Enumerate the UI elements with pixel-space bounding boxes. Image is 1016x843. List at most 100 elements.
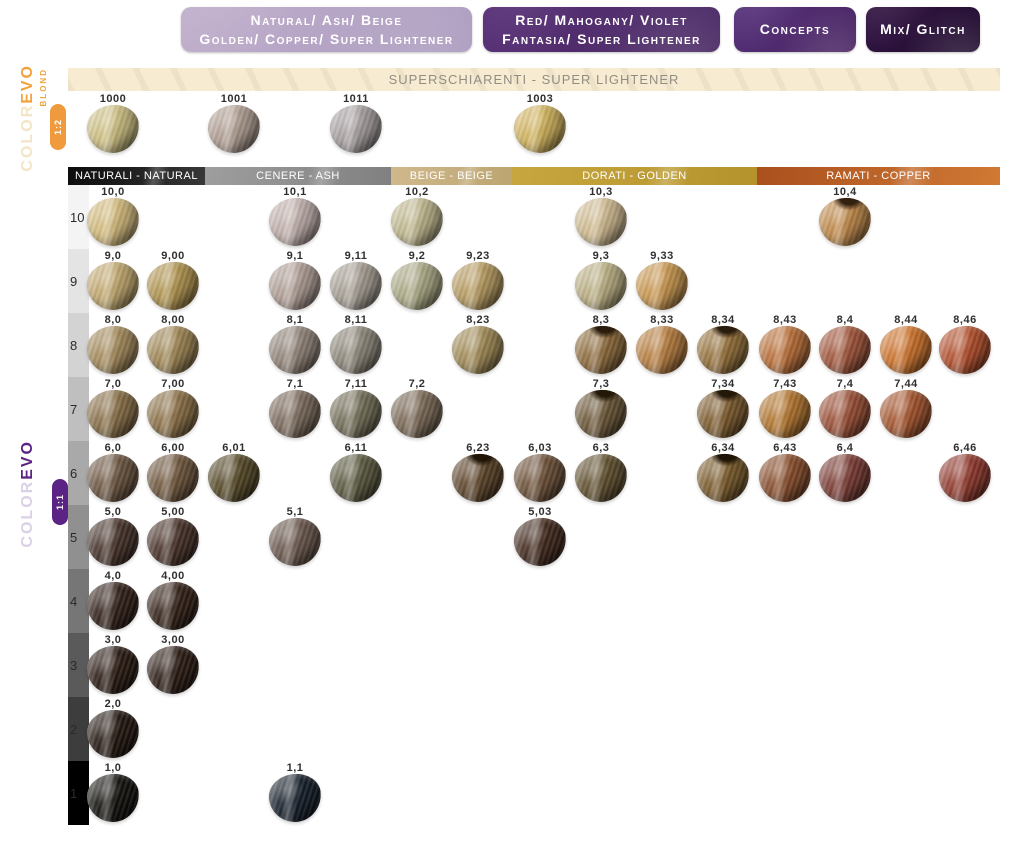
color-swatch-8-4[interactable]	[817, 324, 873, 376]
swatch-code-label: 7,1	[286, 378, 304, 390]
color-swatch-9-1[interactable]	[267, 260, 323, 312]
color-swatch-3-00[interactable]	[145, 644, 201, 696]
color-swatch-5-03[interactable]	[512, 516, 568, 568]
color-swatch-7-4[interactable]	[817, 388, 873, 440]
color-swatch-6-00[interactable]	[145, 452, 201, 504]
color-swatch-1-0[interactable]	[85, 772, 141, 824]
level-band-8: 8	[68, 313, 89, 377]
color-swatch-8-00[interactable]	[145, 324, 201, 376]
level-band-6: 6	[68, 441, 89, 505]
color-swatch-8-34[interactable]	[695, 324, 751, 376]
color-swatch-1003[interactable]	[512, 103, 568, 155]
color-swatch-10-1[interactable]	[267, 196, 323, 248]
color-swatch-9-00[interactable]	[145, 260, 201, 312]
color-swatch-10-3[interactable]	[573, 196, 629, 248]
swatch-code-label: 6,23	[466, 442, 490, 454]
color-swatch-5-1[interactable]	[267, 516, 323, 568]
tab-mix-glitch[interactable]: Mix/ Glitch	[866, 7, 980, 52]
logo-evo-part: EVO	[19, 64, 36, 104]
level-number: 2	[70, 721, 78, 737]
color-swatch-8-33[interactable]	[634, 324, 690, 376]
tab-label-line1: Red/ Mahogany/ Violet	[515, 11, 688, 28]
color-swatch-1011[interactable]	[328, 103, 384, 155]
color-swatch-6-34[interactable]	[695, 452, 751, 504]
color-swatch-10-2[interactable]	[389, 196, 445, 248]
tab-label-line1: Concepts	[759, 21, 831, 37]
color-swatch-8-1[interactable]	[267, 324, 323, 376]
color-swatch-7-00[interactable]	[145, 388, 201, 440]
color-swatch-1001[interactable]	[206, 103, 262, 155]
color-swatch-8-0[interactable]	[85, 324, 141, 376]
swatch-code-label: 4,00	[161, 570, 185, 582]
level-band-9: 9	[68, 249, 89, 313]
swatch-code-label: 6,46	[953, 442, 977, 454]
column-header-ramati: RAMATI - COPPER	[757, 167, 1000, 185]
color-swatch-6-03[interactable]	[512, 452, 568, 504]
swatch-code-label: 2,0	[104, 698, 122, 710]
level-number: 1	[70, 785, 78, 801]
color-swatch-10-0[interactable]	[85, 196, 141, 248]
color-swatch-7-3[interactable]	[573, 388, 629, 440]
swatch-code-label: 7,34	[711, 378, 735, 390]
swatch-code-label: 9,11	[344, 250, 368, 262]
color-swatch-8-44[interactable]	[878, 324, 934, 376]
color-swatch-8-46[interactable]	[937, 324, 993, 376]
color-swatch-1-1[interactable]	[267, 772, 323, 824]
color-swatch-9-33[interactable]	[634, 260, 690, 312]
color-swatch-4-00[interactable]	[145, 580, 201, 632]
color-swatch-8-11[interactable]	[328, 324, 384, 376]
color-swatch-6-43[interactable]	[757, 452, 813, 504]
swatch-code-label: 8,1	[286, 314, 304, 326]
column-header-label: CENERE - ASH	[256, 170, 340, 182]
color-swatch-3-0[interactable]	[85, 644, 141, 696]
color-swatch-6-01[interactable]	[206, 452, 262, 504]
swatch-code-label: 6,4	[836, 442, 854, 454]
tab-natural-ash-beige-golden-copper[interactable]: Natural/ Ash/ Beige Golden/ Copper/ Supe…	[181, 7, 472, 52]
color-swatch-9-11[interactable]	[328, 260, 384, 312]
color-swatch-9-2[interactable]	[389, 260, 445, 312]
color-swatch-6-23[interactable]	[450, 452, 506, 504]
color-swatch-7-2[interactable]	[389, 388, 445, 440]
color-swatch-7-1[interactable]	[267, 388, 323, 440]
color-swatch-8-43[interactable]	[757, 324, 813, 376]
swatch-code-label: 6,01	[222, 442, 246, 454]
level-band-2: 2	[68, 697, 89, 761]
color-swatch-6-11[interactable]	[328, 452, 384, 504]
color-swatch-2-0[interactable]	[85, 708, 141, 760]
color-swatch-7-43[interactable]	[757, 388, 813, 440]
color-swatch-8-3[interactable]	[573, 324, 629, 376]
tab-label-line1: Natural/ Ash/ Beige	[250, 11, 403, 28]
ratio-badge-1-2: 1:2	[50, 104, 66, 150]
colorevo-logo: COLOREVO	[19, 440, 36, 548]
color-swatch-6-0[interactable]	[85, 452, 141, 504]
color-swatch-6-46[interactable]	[937, 452, 993, 504]
color-swatch-7-0[interactable]	[85, 388, 141, 440]
color-swatch-9-23[interactable]	[450, 260, 506, 312]
color-swatch-6-3[interactable]	[573, 452, 629, 504]
swatch-code-label: 6,11	[344, 442, 368, 454]
color-swatch-7-11[interactable]	[328, 388, 384, 440]
swatch-code-label: 8,46	[953, 314, 977, 326]
color-swatch-1000[interactable]	[85, 103, 141, 155]
tab-concepts[interactable]: Concepts	[734, 7, 856, 52]
swatch-code-label: 8,33	[650, 314, 674, 326]
color-swatch-10-4[interactable]	[817, 196, 873, 248]
swatch-code-label: 9,33	[650, 250, 674, 262]
color-swatch-5-0[interactable]	[85, 516, 141, 568]
color-swatch-6-4[interactable]	[817, 452, 873, 504]
color-swatch-8-23[interactable]	[450, 324, 506, 376]
color-swatch-4-0[interactable]	[85, 580, 141, 632]
level-number: 6	[70, 465, 78, 481]
color-swatch-7-34[interactable]	[695, 388, 751, 440]
ratio-badge-text: 1:1	[55, 493, 65, 510]
color-swatch-9-3[interactable]	[573, 260, 629, 312]
color-swatch-7-44[interactable]	[878, 388, 934, 440]
super-lightener-banner: SUPERSCHIARENTI - SUPER LIGHTENER	[68, 68, 1000, 91]
level-number: 7	[70, 401, 78, 417]
color-swatch-9-0[interactable]	[85, 260, 141, 312]
level-number: 4	[70, 593, 78, 609]
swatch-code-label: 6,03	[528, 442, 552, 454]
tab-red-mahogany-violet-fantasia[interactable]: Red/ Mahogany/ Violet Fantasia/ Super Li…	[483, 7, 720, 52]
logo-blond-sub: BLOND	[39, 68, 48, 107]
color-swatch-5-00[interactable]	[145, 516, 201, 568]
